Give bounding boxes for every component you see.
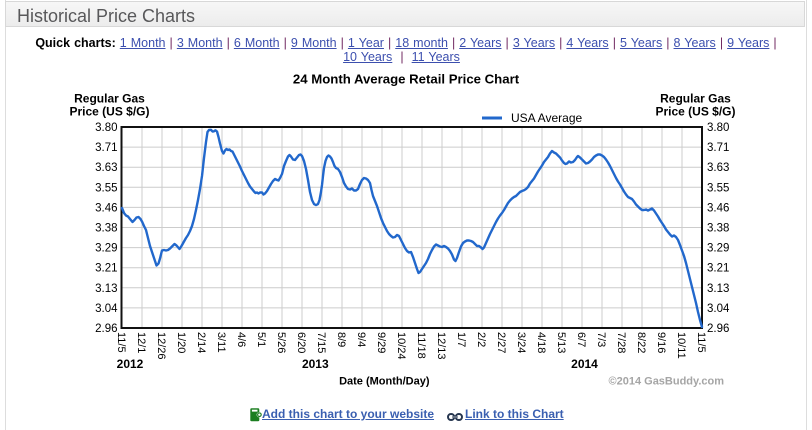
svg-text:3.21: 3.21 [707, 263, 729, 275]
svg-text:2014: 2014 [571, 357, 598, 371]
svg-text:Price (US $/G): Price (US $/G) [655, 105, 735, 119]
svg-text:2012: 2012 [117, 357, 144, 371]
svg-text:3.46: 3.46 [95, 202, 117, 214]
svg-text:10/11: 10/11 [675, 332, 687, 359]
svg-text:24 Month Average Retail Price: 24 Month Average Retail Price Chart [293, 72, 520, 87]
svg-text:Date (Month/Day): Date (Month/Day) [339, 376, 430, 388]
svg-text:Price (US $/G): Price (US $/G) [69, 105, 149, 119]
svg-text:5/13: 5/13 [555, 332, 567, 353]
svg-text:11/5: 11/5 [695, 332, 707, 353]
svg-text:1/20: 1/20 [175, 332, 187, 353]
svg-text:3.38: 3.38 [707, 223, 729, 235]
svg-text:10/24: 10/24 [395, 332, 407, 360]
svg-text:12/1: 12/1 [135, 332, 147, 353]
svg-text:2/27: 2/27 [495, 332, 507, 353]
svg-text:3.29: 3.29 [707, 243, 729, 255]
svg-text:9/4: 9/4 [355, 332, 367, 347]
svg-text:3.71: 3.71 [707, 142, 729, 154]
svg-text:3.04: 3.04 [95, 303, 118, 315]
svg-text:2.96: 2.96 [707, 323, 729, 335]
svg-text:Regular Gas: Regular Gas [660, 92, 731, 106]
svg-text:3/24: 3/24 [515, 332, 527, 353]
svg-text:3.13: 3.13 [95, 283, 117, 295]
svg-text:5/1: 5/1 [255, 332, 267, 347]
svg-text:4/6: 4/6 [235, 332, 247, 347]
svg-text:3.63: 3.63 [707, 162, 729, 174]
svg-text:3.46: 3.46 [707, 202, 729, 214]
svg-text:3.63: 3.63 [95, 162, 117, 174]
svg-text:11/5: 11/5 [115, 332, 127, 353]
svg-text:1/7: 1/7 [455, 332, 467, 347]
svg-text:9/29: 9/29 [375, 332, 387, 353]
svg-text:6/20: 6/20 [295, 332, 307, 353]
svg-text:12/13: 12/13 [435, 332, 447, 360]
svg-text:3.13: 3.13 [707, 283, 729, 295]
svg-text:3.55: 3.55 [95, 182, 117, 194]
svg-text:3.21: 3.21 [95, 263, 117, 275]
svg-text:2/14: 2/14 [195, 332, 207, 353]
svg-text:7/28: 7/28 [615, 332, 627, 353]
svg-text:6/7: 6/7 [575, 332, 587, 347]
svg-text:2.96: 2.96 [95, 323, 117, 335]
svg-text:3.80: 3.80 [707, 122, 729, 134]
svg-text:7/15: 7/15 [315, 332, 327, 353]
svg-text:2/2: 2/2 [475, 332, 487, 347]
svg-text:5/26: 5/26 [275, 332, 287, 353]
svg-text:12/26: 12/26 [155, 332, 167, 360]
svg-text:7/3: 7/3 [595, 332, 607, 347]
svg-text:4/18: 4/18 [535, 332, 547, 353]
svg-text:3.29: 3.29 [95, 243, 117, 255]
svg-text:3.80: 3.80 [95, 122, 117, 134]
svg-text:USA Average: USA Average [511, 111, 582, 125]
svg-text:11/18: 11/18 [415, 332, 427, 359]
svg-text:9/16: 9/16 [655, 332, 667, 353]
svg-text:8/9: 8/9 [335, 332, 347, 347]
svg-text:2013: 2013 [302, 357, 329, 371]
svg-text:3.04: 3.04 [707, 303, 730, 315]
svg-text:3.71: 3.71 [95, 142, 117, 154]
svg-text:3.55: 3.55 [707, 182, 729, 194]
svg-text:©2014 GasBuddy.com: ©2014 GasBuddy.com [609, 376, 725, 388]
svg-text:3/11: 3/11 [215, 332, 227, 353]
svg-text:Regular Gas: Regular Gas [74, 92, 145, 106]
svg-text:3.38: 3.38 [95, 223, 117, 235]
svg-text:8/22: 8/22 [635, 332, 647, 353]
